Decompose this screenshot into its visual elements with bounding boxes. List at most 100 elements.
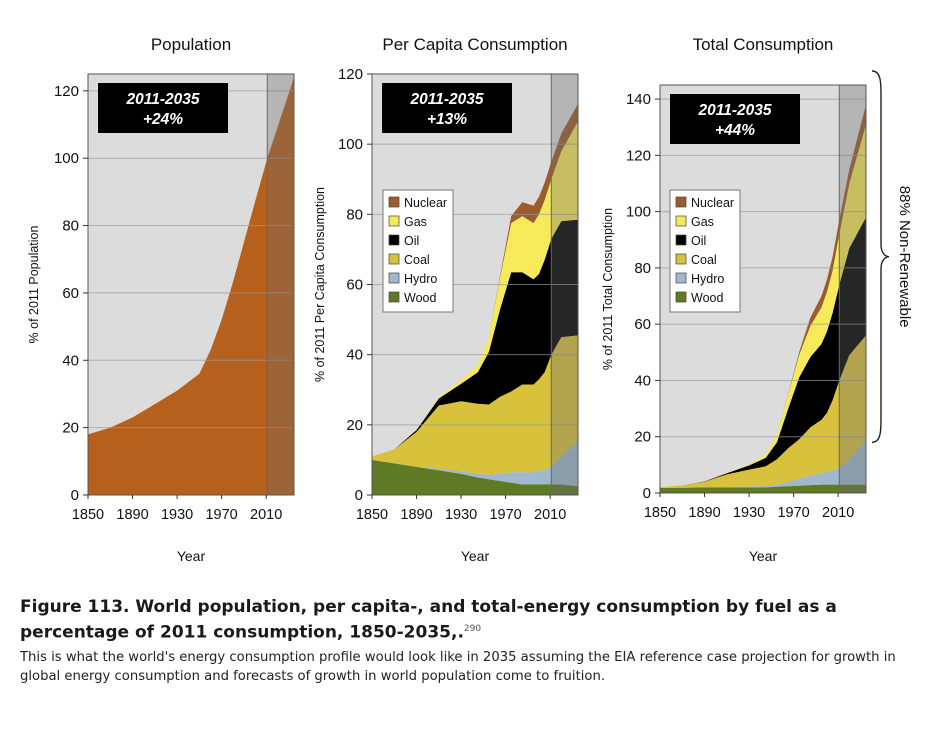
y-tick-label: 20 (634, 429, 651, 446)
x-tick-label: 1930 (161, 507, 193, 523)
legend-label-hydro: Hydro (691, 272, 724, 286)
legend-swatch-wood (675, 291, 687, 303)
annotation-period: 2011-2035 (410, 91, 484, 108)
legend-label-oil: Oil (404, 234, 419, 248)
y-tick-label: 100 (54, 150, 79, 167)
y-axis-label: % of 2011 Population (27, 225, 41, 343)
caption-footnote-ref: 290 (463, 624, 482, 634)
annotation-box (382, 83, 512, 133)
y-axis-label: % of 2011 Total Consumption (601, 208, 615, 370)
non-renewable-brace (871, 70, 890, 444)
legend-label-hydro: Hydro (404, 272, 437, 286)
area-coal (660, 335, 866, 488)
x-axis-label: Year (461, 548, 490, 564)
legend-label-coal: Coal (691, 253, 717, 267)
annotation-change: +13% (427, 111, 467, 128)
caption-title-text: Figure 113. World population, per capita… (20, 597, 837, 643)
y-tick-label: 120 (338, 66, 363, 83)
y-tick-label: 60 (62, 285, 79, 302)
projection-shade (839, 85, 866, 493)
x-tick-label: 1930 (733, 505, 765, 521)
x-tick-label: 1890 (400, 507, 432, 523)
projection-shade (267, 74, 294, 495)
area-oil (660, 217, 866, 488)
annotation-period: 2011-2035 (126, 91, 200, 108)
legend-label-wood: Wood (404, 291, 436, 305)
x-tick-label: 1850 (644, 505, 676, 521)
y-tick-label: 140 (626, 91, 651, 108)
x-axis-label: Year (749, 548, 778, 564)
y-tick-label: 60 (634, 316, 651, 333)
y-tick-label: 60 (346, 277, 363, 294)
annotation-change: +44% (715, 122, 755, 139)
area-wood (372, 459, 578, 495)
plot-frame (87, 73, 295, 496)
y-tick-label: 0 (643, 485, 651, 502)
annotation-box (670, 94, 800, 144)
legend-label-wood: Wood (691, 291, 723, 305)
legend-label-gas: Gas (691, 215, 714, 229)
area-wood (660, 484, 866, 493)
y-tick-label: 40 (62, 352, 79, 369)
legend-swatch-hydro (675, 272, 687, 284)
y-tick-label: 40 (634, 372, 651, 389)
legend-label-nuclear: Nuclear (691, 196, 734, 210)
area-oil (372, 219, 578, 457)
chart-title: Per Capita Consumption (382, 35, 567, 54)
y-tick-label: 120 (54, 83, 79, 100)
x-tick-label: 2010 (534, 507, 566, 523)
area-gas (660, 124, 866, 488)
annotation-period: 2011-2035 (698, 102, 772, 119)
legend-swatch-gas (675, 215, 687, 227)
figure-charts: 0 20 40 60 80 100 120 1850 1890 1930 1970 2010 Popul… (27, 35, 913, 564)
legend: Nuclear Gas Oil Coal Hydro Wood (382, 189, 454, 313)
y-tick-label: 0 (71, 487, 79, 504)
legend-box (669, 189, 741, 313)
area-hydro (660, 439, 866, 488)
legend-swatch-coal (388, 253, 400, 265)
caption-title: Figure 113. World population, per capita… (20, 596, 900, 644)
chart-panel-2: 0 20 40 60 80 100 120 1850 1890 1930 1970 2010 Per C… (313, 35, 579, 564)
legend-label-nuclear: Nuclear (404, 196, 447, 210)
y-tick-label: 80 (62, 218, 79, 235)
area-coal (372, 335, 578, 475)
x-tick-label: 1890 (688, 505, 720, 521)
legend-label-coal: Coal (404, 253, 430, 267)
y-tick-label: 80 (346, 206, 363, 223)
legend-label-gas: Gas (404, 215, 427, 229)
figure-caption: Figure 113. World population, per capita… (20, 596, 900, 686)
chart-panel-3: 0 20 40 60 80 100 120 140 1850 1890 1930 1970 2010 To… (601, 35, 913, 564)
legend-swatch-gas (388, 215, 400, 227)
x-tick-label: 1890 (116, 507, 148, 523)
y-tick-label: 20 (346, 417, 363, 434)
x-tick-label: 2010 (822, 505, 854, 521)
plot-frame (659, 84, 867, 494)
area-population (88, 77, 294, 496)
legend-swatch-nuclear (675, 196, 687, 208)
legend-swatch-wood (388, 291, 400, 303)
non-renewable-label: 88% Non-Renewable (896, 186, 913, 328)
legend-swatch-oil (675, 234, 687, 246)
chart-title: Total Consumption (693, 35, 834, 54)
x-tick-label: 1930 (445, 507, 477, 523)
y-axis-label: % of 2011 Per Capita Consumption (313, 187, 327, 382)
caption-body: This is what the world's energy consumpt… (20, 649, 896, 684)
y-tick-label: 0 (355, 487, 363, 504)
y-tick-label: 100 (626, 204, 651, 221)
x-tick-label: 1970 (205, 507, 237, 523)
chart-panel-1: 0 20 40 60 80 100 120 1850 1890 1930 1970 2010 Popul… (27, 35, 295, 564)
x-tick-label: 1850 (72, 507, 104, 523)
legend-swatch-oil (388, 234, 400, 246)
legend-label-oil: Oil (691, 234, 706, 248)
area-hydro (372, 440, 578, 487)
chart-title: Population (151, 35, 231, 54)
annotation-box (98, 83, 228, 133)
y-tick-label: 20 (62, 420, 79, 437)
legend-swatch-coal (675, 253, 687, 265)
area-nuclear (660, 104, 866, 488)
legend: Nuclear Gas Oil Coal Hydro Wood (669, 189, 741, 313)
projection-shade (551, 74, 578, 495)
x-tick-label: 1970 (489, 507, 521, 523)
x-tick-label: 1970 (777, 505, 809, 521)
annotation-change: +24% (143, 111, 183, 128)
